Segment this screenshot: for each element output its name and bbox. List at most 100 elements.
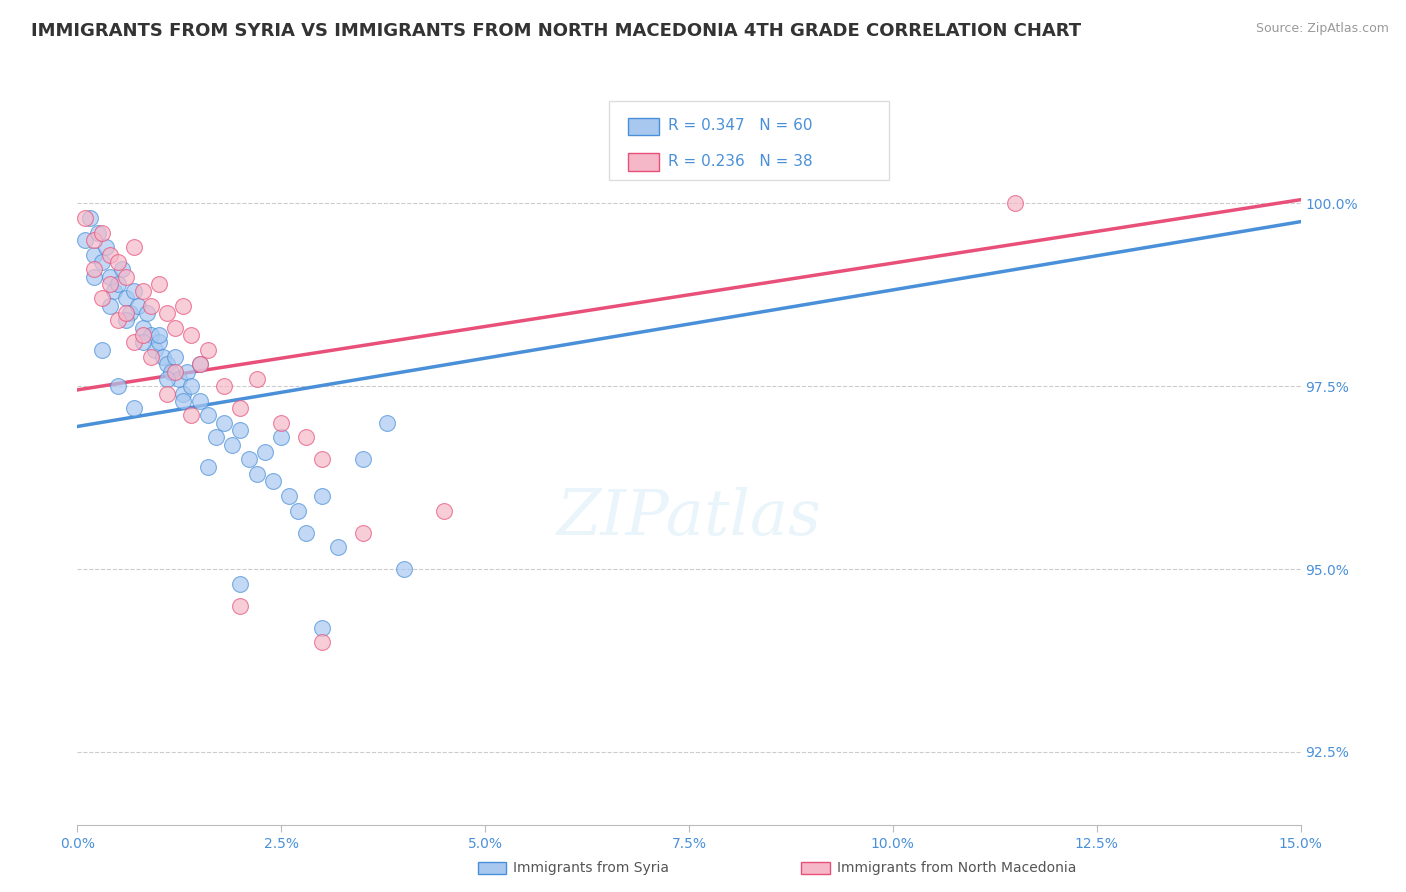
Point (115, 306, 138, 320)
Point (205, 430, 228, 444)
Point (197, 409, 219, 423)
Point (115, 292, 138, 306)
Text: Immigrants from Syria: Immigrants from Syria (513, 861, 669, 875)
Point (212, 416, 235, 430)
Point (311, 621, 333, 635)
Point (188, 393, 211, 408)
Point (148, 335, 170, 350)
Point (253, 445, 276, 459)
Point (212, 379, 235, 393)
Point (124, 335, 146, 350)
Point (90, 226, 112, 240)
Point (127, 299, 149, 313)
Point (229, 423, 252, 437)
Text: R = 0.347   N = 60: R = 0.347 N = 60 (668, 118, 813, 133)
Point (328, 540, 350, 554)
Point (180, 409, 202, 423)
Point (278, 489, 301, 503)
Point (262, 475, 284, 489)
Point (311, 452, 333, 467)
Point (124, 240, 146, 254)
Text: Source: ZipAtlas.com: Source: ZipAtlas.com (1256, 22, 1389, 36)
Point (103, 284, 125, 298)
Point (229, 401, 252, 416)
Point (124, 284, 146, 298)
Point (172, 393, 194, 408)
Point (229, 599, 252, 613)
Point (311, 635, 333, 649)
Point (139, 350, 162, 364)
Point (131, 320, 153, 334)
Point (139, 328, 162, 343)
Point (90, 255, 112, 269)
Point (156, 357, 179, 371)
Point (120, 306, 142, 320)
Point (197, 459, 219, 474)
Point (156, 306, 179, 320)
Text: IMMIGRANTS FROM SYRIA VS IMMIGRANTS FROM NORTH MACEDONIA 4TH GRADE CORRELATION C: IMMIGRANTS FROM SYRIA VS IMMIGRANTS FROM… (31, 22, 1081, 40)
Point (180, 379, 202, 393)
Point (111, 262, 134, 277)
Point (135, 306, 157, 320)
Point (79, 211, 101, 225)
Point (311, 489, 333, 503)
Point (1004, 196, 1026, 211)
Point (107, 313, 129, 327)
Point (176, 365, 198, 379)
Point (294, 525, 316, 540)
Point (246, 372, 269, 386)
Point (98, 269, 121, 284)
Point (165, 365, 187, 379)
Point (433, 503, 456, 517)
Point (188, 357, 211, 371)
Point (83, 233, 105, 247)
Point (148, 328, 170, 343)
Text: R = 0.236   N = 38: R = 0.236 N = 38 (668, 153, 813, 169)
Text: ZIPatlas: ZIPatlas (557, 487, 821, 549)
Point (83, 269, 105, 284)
Point (143, 343, 166, 357)
Point (131, 284, 153, 298)
Point (165, 320, 187, 334)
Point (94, 240, 117, 254)
Point (270, 430, 292, 444)
Point (124, 401, 146, 416)
Point (87, 226, 110, 240)
Point (156, 386, 179, 401)
Point (90, 343, 112, 357)
Point (152, 350, 174, 364)
Point (392, 562, 415, 576)
Point (238, 452, 260, 467)
Point (160, 365, 183, 379)
Point (221, 438, 243, 452)
Point (131, 328, 153, 343)
Point (98, 299, 121, 313)
Point (148, 277, 170, 291)
Point (294, 430, 316, 444)
Point (139, 299, 162, 313)
Point (107, 277, 129, 291)
Point (352, 452, 374, 467)
Point (197, 343, 219, 357)
Point (165, 350, 187, 364)
Point (107, 255, 129, 269)
Point (83, 247, 105, 261)
Point (287, 503, 309, 517)
Point (131, 335, 153, 350)
Point (98, 247, 121, 261)
Point (169, 372, 191, 386)
Point (375, 416, 398, 430)
Point (352, 525, 374, 540)
Point (229, 576, 252, 591)
Point (75, 233, 97, 247)
Point (180, 328, 202, 343)
Point (270, 416, 292, 430)
Text: Immigrants from North Macedonia: Immigrants from North Macedonia (837, 861, 1076, 875)
Point (115, 269, 138, 284)
Point (115, 313, 138, 327)
Point (90, 292, 112, 306)
Point (107, 379, 129, 393)
Point (172, 386, 194, 401)
Point (83, 262, 105, 277)
Point (246, 467, 269, 481)
